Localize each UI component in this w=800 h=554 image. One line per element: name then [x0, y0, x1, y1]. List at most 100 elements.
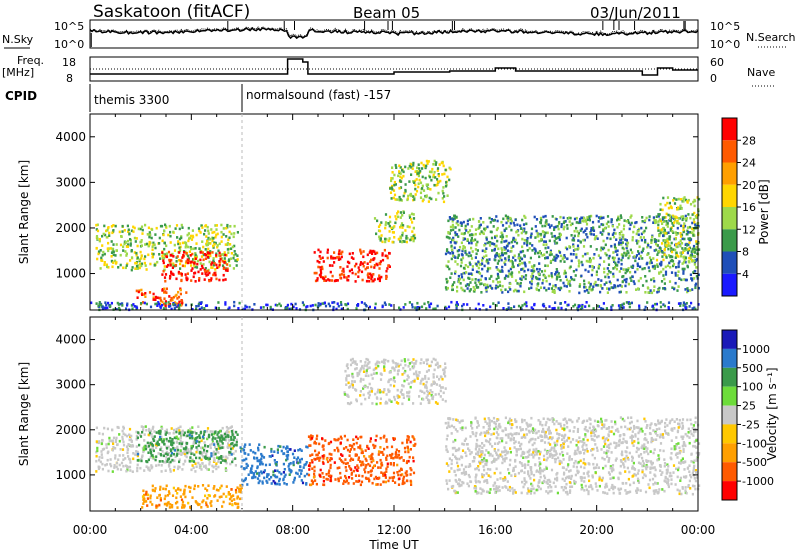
data-cell	[664, 265, 667, 269]
data-cell	[536, 232, 539, 235]
data-cell	[397, 364, 400, 368]
data-cell	[653, 267, 656, 270]
data-cell	[581, 303, 584, 307]
data-cell	[154, 295, 157, 299]
data-cell	[418, 167, 421, 170]
data-cell	[554, 259, 557, 262]
data-cell	[360, 301, 363, 304]
data-cell	[173, 459, 176, 462]
data-cell	[346, 278, 349, 282]
data-cell	[215, 228, 218, 231]
data-cell	[147, 468, 150, 471]
data-cell	[663, 464, 666, 468]
data-cell	[201, 240, 204, 243]
data-cell	[436, 304, 439, 308]
data-cell	[313, 251, 316, 254]
data-cell	[591, 475, 594, 479]
data-cell	[500, 258, 503, 262]
data-cell	[210, 266, 213, 269]
data-cell	[567, 303, 570, 307]
data-cell	[274, 469, 277, 472]
data-cell	[679, 302, 682, 305]
data-cell	[154, 302, 157, 306]
data-cell	[99, 267, 102, 270]
data-cell	[415, 359, 418, 363]
data-cell	[217, 457, 220, 460]
data-cell	[622, 237, 625, 240]
data-cell	[538, 262, 541, 265]
data-cell	[154, 298, 157, 301]
data-cell	[206, 269, 209, 273]
data-cell	[520, 231, 523, 235]
data-cell	[189, 246, 192, 249]
data-cell	[419, 361, 422, 365]
data-cell	[107, 469, 110, 473]
data-cell	[353, 448, 356, 451]
data-cell	[157, 301, 160, 304]
data-cell	[568, 290, 571, 293]
data-cell	[321, 302, 324, 305]
data-cell	[478, 220, 481, 223]
data-cell	[460, 273, 463, 276]
data-cell	[288, 473, 291, 476]
data-cell	[470, 241, 473, 245]
data-cell	[367, 447, 370, 450]
data-cell	[232, 458, 235, 461]
data-cell	[522, 267, 525, 271]
data-cell	[407, 435, 410, 439]
data-cell	[178, 237, 181, 241]
data-cell	[122, 443, 126, 447]
data-cell	[420, 358, 423, 361]
data-cell	[435, 161, 438, 164]
data-cell	[126, 239, 129, 243]
data-cell	[191, 252, 194, 256]
data-cell	[665, 244, 668, 247]
data-cell	[346, 366, 349, 370]
data-cell	[330, 279, 333, 282]
data-cell	[369, 260, 372, 263]
data-cell	[307, 464, 311, 467]
data-cell	[555, 237, 558, 240]
data-cell	[379, 466, 382, 469]
data-cell	[135, 434, 138, 438]
data-cell	[200, 468, 203, 471]
data-cell	[216, 456, 219, 459]
data-cell	[191, 436, 194, 440]
data-cell	[507, 219, 510, 223]
data-cell	[136, 454, 139, 458]
data-cell	[108, 231, 111, 235]
data-cell	[114, 454, 117, 457]
data-cell	[199, 251, 202, 254]
data-cell	[523, 238, 526, 242]
data-cell	[140, 425, 143, 428]
data-cell	[326, 460, 330, 464]
data-cell	[501, 265, 504, 269]
data-cell	[626, 241, 629, 245]
data-cell	[218, 254, 221, 257]
data-cell	[487, 261, 490, 265]
data-cell	[160, 438, 163, 441]
data-cell	[313, 472, 316, 476]
data-cell	[200, 264, 204, 268]
data-cell	[621, 246, 624, 250]
data-cell	[361, 278, 364, 282]
data-cell	[258, 443, 261, 446]
data-cell	[494, 254, 497, 258]
data-cell	[408, 164, 411, 168]
data-cell	[180, 299, 183, 302]
data-cell	[610, 469, 613, 473]
data-cell	[209, 242, 212, 245]
data-cell	[403, 446, 407, 450]
data-cell	[562, 256, 565, 260]
data-cell	[195, 440, 198, 443]
data-cell	[375, 366, 378, 370]
data-cell	[479, 444, 482, 448]
data-cell	[660, 228, 663, 231]
data-cell	[295, 471, 298, 475]
data-cell	[434, 393, 437, 396]
data-cell	[422, 189, 426, 192]
data-cell	[530, 227, 534, 231]
data-cell	[348, 261, 351, 265]
data-cell	[410, 163, 413, 166]
data-cell	[661, 222, 664, 225]
